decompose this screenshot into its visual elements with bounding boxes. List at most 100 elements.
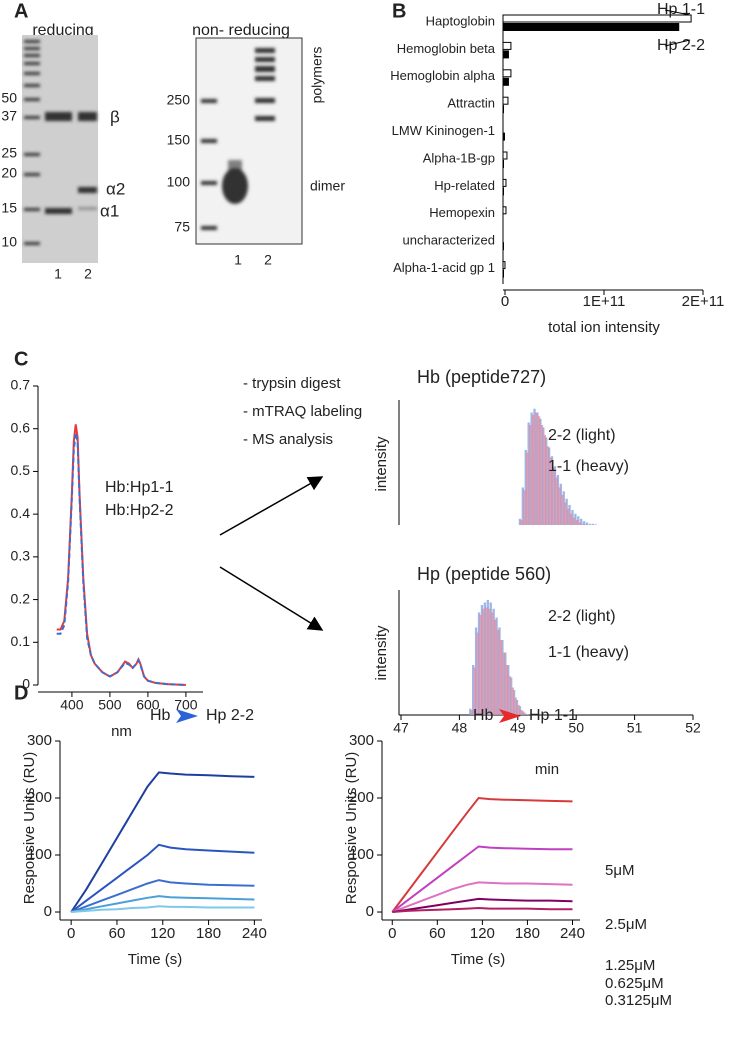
gel <box>22 35 98 263</box>
bar <box>534 412 538 525</box>
bar <box>569 513 573 525</box>
band-label: dimer <box>310 178 345 194</box>
bar <box>508 676 512 715</box>
bar <box>470 710 474 715</box>
x-axis-label: Time (s) <box>451 951 505 968</box>
x-tick-label: 60 <box>109 925 126 942</box>
category-label: Hemoglobin alpha <box>390 68 496 83</box>
lane-label: 2 <box>84 266 92 282</box>
x-axis-label: min <box>535 761 559 778</box>
marker-label: 15 <box>1 200 17 216</box>
legend-label: 2-2 (light) <box>548 427 616 444</box>
bar <box>594 524 598 525</box>
bar <box>568 505 571 525</box>
legend-leader <box>664 39 691 47</box>
gel-non-reducing: non- reducing 250 150 100 75 1 2 polymer… <box>167 22 346 267</box>
bar <box>503 132 505 141</box>
series-line <box>71 905 255 913</box>
x-tick-label: 700 <box>174 697 198 713</box>
legend-label: Hp 2-2 <box>657 37 705 54</box>
bar <box>537 416 541 525</box>
bar <box>514 697 517 715</box>
lane-label: 1 <box>54 266 62 282</box>
x-axis-label: nm <box>111 723 132 740</box>
bar <box>521 711 525 715</box>
marker-label: 150 <box>167 132 191 148</box>
marker-label: 37 <box>1 108 17 124</box>
y-tick-label: 200 <box>27 789 52 806</box>
bar <box>553 466 557 525</box>
y-tick-label: 100 <box>349 846 374 863</box>
lane-label: 2 <box>264 252 272 268</box>
marker-label: 75 <box>174 219 190 235</box>
category-label: Hemoglobin beta <box>397 41 496 56</box>
chart-title: Hb <box>473 707 494 724</box>
bar <box>578 522 582 525</box>
bar <box>502 14 692 23</box>
legend-label: 1-1 (heavy) <box>548 644 629 661</box>
chart-title: Hp 2-2 <box>206 707 254 724</box>
bar <box>567 508 570 525</box>
bar <box>575 520 579 525</box>
gel-bands <box>24 40 97 245</box>
legend-label: 2-2 (light) <box>548 608 616 625</box>
y-axis-label: Responsive Units (RU) <box>21 752 38 905</box>
legend-label: 1-1 (heavy) <box>548 458 629 475</box>
bar <box>502 261 506 270</box>
series-line <box>56 432 186 686</box>
series-line <box>391 845 573 913</box>
bar <box>545 437 548 525</box>
bar <box>526 452 529 525</box>
y-tick-label: 300 <box>27 732 52 749</box>
bar <box>502 96 509 105</box>
bar <box>505 665 509 715</box>
bar <box>555 477 558 525</box>
bar <box>495 617 498 715</box>
bar <box>542 427 545 525</box>
bar <box>476 632 479 715</box>
marker-label: 25 <box>1 145 17 161</box>
y-tick-label: 300 <box>349 732 374 749</box>
x-axis-label: Time (s) <box>128 951 182 968</box>
bar <box>581 523 585 525</box>
band-label: polymers <box>309 47 325 104</box>
bar <box>520 520 523 525</box>
bar <box>502 178 507 187</box>
bar <box>536 412 539 525</box>
bar <box>517 705 520 715</box>
bar <box>523 712 526 715</box>
category-label: Hemopexin <box>429 205 495 220</box>
step: - trypsin digest <box>243 375 341 392</box>
bar <box>503 23 680 31</box>
chart-title: Hb <box>150 707 171 724</box>
series-line <box>71 895 255 913</box>
bar <box>486 600 489 715</box>
gel-title: reducing <box>32 22 93 39</box>
bar <box>502 206 507 215</box>
legend-label: 2.5μM <box>605 916 647 933</box>
y-tick-label: 0 <box>366 903 374 920</box>
gel-bands <box>201 48 275 230</box>
category-label: Haptoglobin <box>426 13 495 28</box>
y-axis-label: intensity <box>373 436 390 492</box>
y-axis-label: Responsive Units (RU) <box>343 752 360 905</box>
bar <box>502 151 508 160</box>
x-tick-label: 240 <box>242 925 267 942</box>
x-tick-label: 48 <box>452 720 468 736</box>
bar <box>503 242 504 251</box>
bar <box>524 450 527 525</box>
category-label: LMW Kininogen-1 <box>392 123 495 138</box>
bar <box>588 523 592 525</box>
bar <box>507 665 510 715</box>
bar <box>515 700 519 715</box>
bar <box>477 612 481 715</box>
category-label: Attractin <box>447 96 495 111</box>
bar <box>502 41 512 50</box>
bar <box>479 615 482 715</box>
category-label: Alpha-1B-gp <box>423 150 495 165</box>
x-tick-label: 60 <box>429 925 446 942</box>
title-arrow <box>499 709 521 723</box>
bar <box>502 652 506 715</box>
